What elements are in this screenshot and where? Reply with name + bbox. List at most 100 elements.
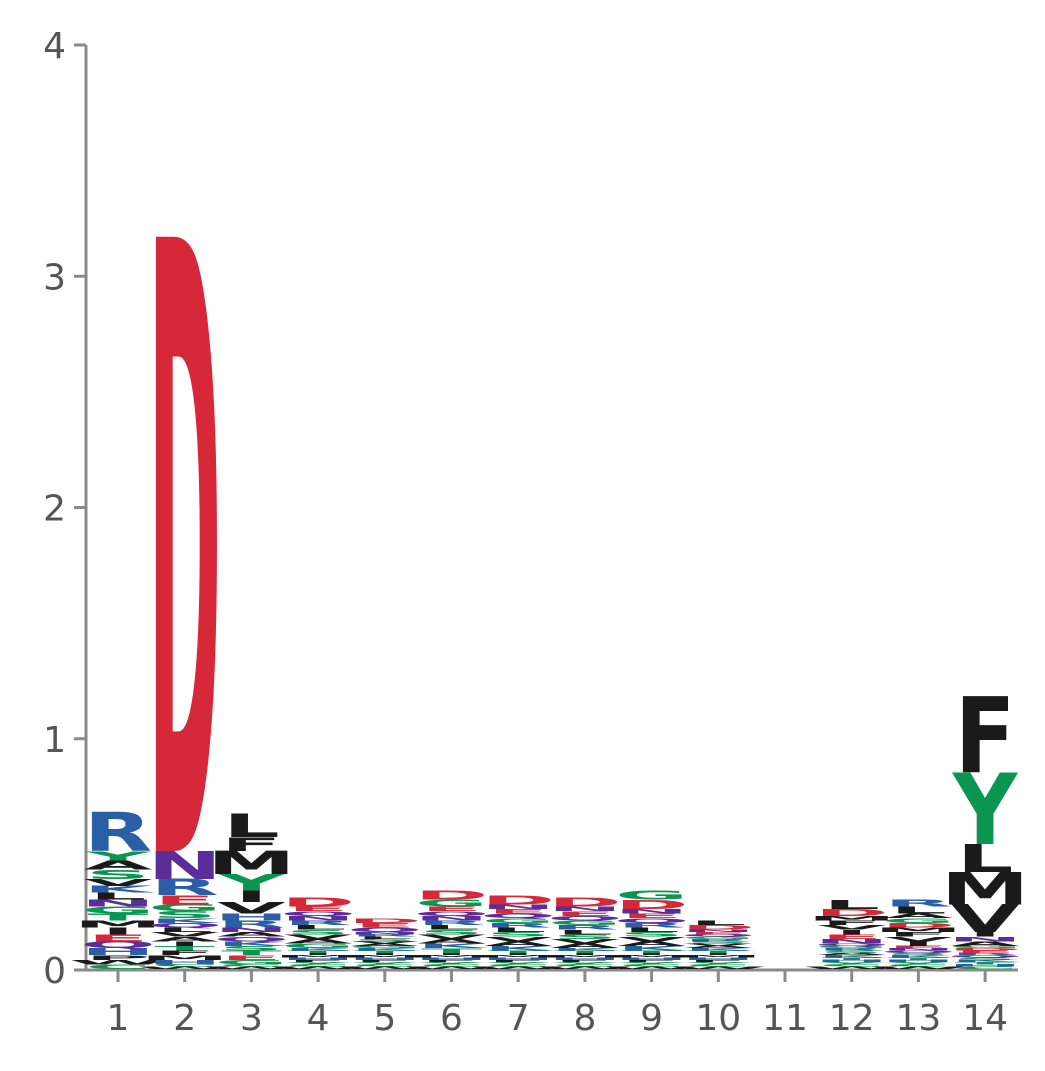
logo-letter-k: K	[951, 959, 1023, 963]
logo-letter-f: F	[888, 931, 949, 938]
logo-letter-f: F	[621, 959, 682, 963]
logo-letter-e: E	[288, 905, 349, 912]
logo-letter-i: I	[368, 952, 401, 956]
logo-letter-a: A	[617, 940, 686, 947]
logo-letter-y: Y	[885, 961, 953, 965]
logo-letter-n: N	[281, 915, 355, 922]
x-tick-label: 10	[695, 998, 741, 1039]
logo-letter-i: I	[168, 940, 201, 947]
logo-letter-i: I	[435, 952, 468, 956]
logo-letter-l: L	[690, 919, 747, 926]
logo-letter-t: T	[488, 950, 549, 954]
logo-letter-e: E	[688, 931, 749, 935]
logo-letter-h: H	[148, 959, 222, 966]
logo-letter-t: T	[154, 945, 215, 952]
logo-letter-h: H	[548, 957, 622, 961]
logo-letter-w: W	[536, 966, 634, 970]
logo-letter-l: L	[356, 936, 413, 940]
logo-letter-e: E	[555, 910, 616, 917]
logo-letter-k: K	[417, 942, 489, 949]
logo-letter-i: I	[568, 952, 601, 956]
logo-letter-t: T	[621, 950, 682, 954]
logo-letter-e: E	[621, 912, 682, 919]
logo-letter-t: T	[354, 950, 415, 954]
logo-letter-c: C	[352, 964, 417, 968]
logo-letter-r: R	[217, 919, 285, 930]
x-tick-label: 1	[107, 998, 130, 1039]
logo-letter-i: I	[235, 888, 268, 906]
logo-letter-a: A	[817, 952, 886, 956]
logo-letter-y: Y	[351, 961, 419, 965]
logo-letter-l: L	[156, 926, 213, 933]
x-tick-label: 8	[573, 998, 596, 1039]
logo-letter-r: R	[817, 948, 885, 952]
x-axis-ticks: 1 2 3 4 5 6 7 8 9 10 11 12 13 14	[107, 970, 1008, 1039]
logo-letter-a: A	[150, 935, 219, 942]
logo-letter-e: E	[955, 950, 1016, 954]
logo-letter-t: T	[688, 950, 749, 954]
logo-letter-n: N	[948, 935, 1022, 942]
logo-letter-p: P	[85, 954, 150, 961]
logo-letter-t: T	[221, 949, 282, 956]
logo-letter-q: Q	[947, 955, 1023, 959]
x-tick-label: 11	[762, 998, 808, 1039]
logo-letter-i: I	[969, 931, 1002, 938]
logo-letter-k: K	[350, 948, 422, 952]
logo-letter-w: W	[803, 966, 901, 970]
logo-letter-w: W	[603, 966, 701, 970]
logo-letter-g: G	[282, 942, 355, 949]
logo-letter-d: D	[415, 888, 489, 903]
logo-letter-g: G	[348, 945, 421, 949]
logo-letter-h: H	[681, 957, 755, 961]
logo-letter-d: D	[548, 895, 622, 910]
logo-letter-w: W	[269, 966, 367, 970]
logo-letter-m: M	[607, 955, 695, 959]
logo-letter-t: T	[421, 947, 482, 954]
logo-letter-r: R	[551, 924, 619, 931]
logo-letter-a: A	[350, 943, 419, 947]
logo-letter-g: G	[615, 888, 688, 903]
logo-letter-v: V	[484, 935, 553, 942]
logo-letter-s: S	[886, 952, 950, 956]
logo-letter-n: N	[147, 844, 221, 888]
logo-letter-s: S	[86, 867, 150, 882]
logo-letter-v: V	[417, 933, 486, 940]
logo-letter-v: V	[284, 933, 353, 940]
x-tick-label: 7	[507, 998, 530, 1039]
logo-letter-f: F	[555, 959, 616, 963]
logo-letter-f: F	[421, 959, 482, 963]
logo-letter-e: E	[88, 932, 149, 943]
y-tick-label: 1	[43, 720, 66, 761]
logo-letter-n: N	[348, 931, 422, 935]
logo-letter-g: G	[949, 945, 1022, 949]
logo-letter-n: N	[881, 948, 955, 952]
logo-letter-g: G	[882, 917, 955, 924]
logo-letter-g: G	[415, 898, 488, 909]
logo-letter-i: I	[902, 940, 935, 947]
logo-letter-e: E	[888, 945, 949, 949]
logo-letter-l: L	[957, 837, 1014, 881]
logo-letter-m: M	[807, 915, 895, 922]
logo-letter-s: S	[153, 909, 217, 920]
logo-letter-n: N	[481, 903, 555, 910]
logo-letter-q: Q	[814, 943, 890, 947]
logo-letter-y: Y	[84, 849, 151, 864]
logo-letter-k: K	[884, 955, 956, 959]
logo-letter-q: Q	[214, 935, 290, 942]
logo-letter-r: R	[284, 919, 352, 926]
logo-letter-n: N	[548, 905, 622, 912]
logo-letter-m: M	[674, 955, 762, 959]
x-tick-label: 3	[240, 998, 263, 1039]
logo-letter-f: F	[288, 959, 349, 963]
logo-letter-y: Y	[285, 961, 353, 965]
logo-letter-r: R	[884, 898, 952, 909]
logo-letter-s: S	[553, 933, 617, 940]
logo-letter-a: A	[884, 912, 953, 919]
logo-letter-e: E	[488, 908, 549, 915]
logo-letter-g: G	[82, 905, 155, 916]
logo-letter-l: L	[223, 808, 280, 845]
x-tick-label: 14	[962, 998, 1008, 1039]
logo-letter-k: K	[217, 940, 289, 947]
logo-letter-a: A	[284, 938, 353, 945]
logo-letter-a: A	[84, 858, 153, 873]
